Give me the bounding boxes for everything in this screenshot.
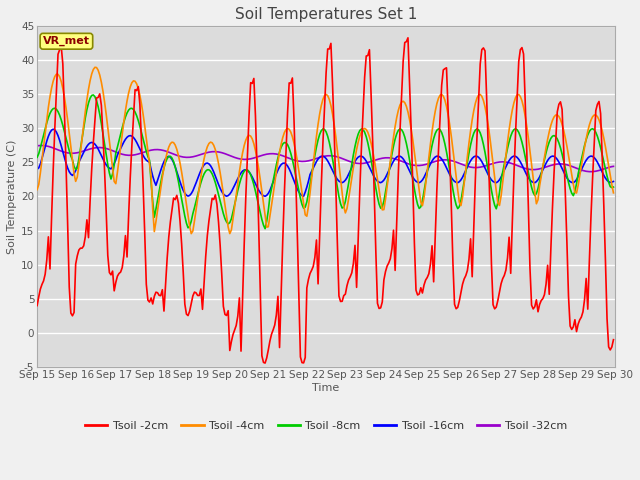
- X-axis label: Time: Time: [312, 383, 340, 393]
- Text: VR_met: VR_met: [43, 36, 90, 47]
- Legend: Tsoil -2cm, Tsoil -4cm, Tsoil -8cm, Tsoil -16cm, Tsoil -32cm: Tsoil -2cm, Tsoil -4cm, Tsoil -8cm, Tsoi…: [81, 417, 572, 436]
- Y-axis label: Soil Temperature (C): Soil Temperature (C): [7, 139, 17, 253]
- Title: Soil Temperatures Set 1: Soil Temperatures Set 1: [235, 7, 417, 22]
